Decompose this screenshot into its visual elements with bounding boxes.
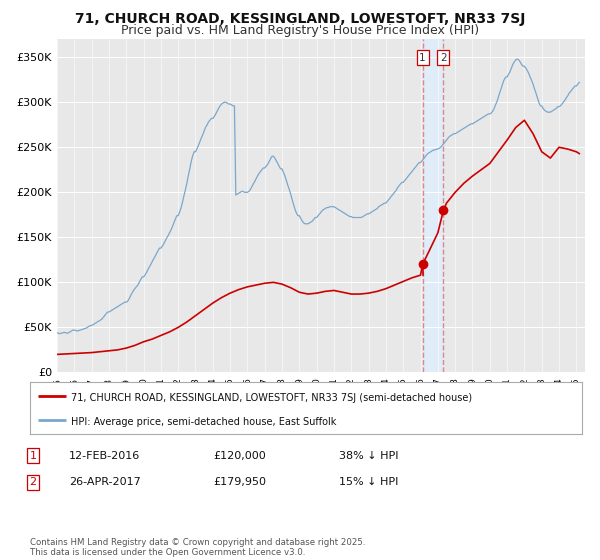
Text: 38% ↓ HPI: 38% ↓ HPI [339, 451, 398, 461]
Text: 1: 1 [419, 53, 426, 63]
Text: £120,000: £120,000 [213, 451, 266, 461]
Text: 2: 2 [440, 53, 447, 63]
Text: 26-APR-2017: 26-APR-2017 [69, 477, 141, 487]
Text: 2: 2 [29, 477, 37, 487]
Text: Contains HM Land Registry data © Crown copyright and database right 2025.
This d: Contains HM Land Registry data © Crown c… [30, 538, 365, 557]
Text: 71, CHURCH ROAD, KESSINGLAND, LOWESTOFT, NR33 7SJ: 71, CHURCH ROAD, KESSINGLAND, LOWESTOFT,… [75, 12, 525, 26]
Text: Price paid vs. HM Land Registry's House Price Index (HPI): Price paid vs. HM Land Registry's House … [121, 24, 479, 37]
Bar [422, 39, 443, 372]
Text: 1: 1 [29, 451, 37, 461]
Text: 15% ↓ HPI: 15% ↓ HPI [339, 477, 398, 487]
Text: £179,950: £179,950 [213, 477, 266, 487]
Text: 12-FEB-2016: 12-FEB-2016 [69, 451, 140, 461]
Text: HPI: Average price, semi-detached house, East Suffolk: HPI: Average price, semi-detached house,… [71, 417, 337, 427]
Text: 71, CHURCH ROAD, KESSINGLAND, LOWESTOFT, NR33 7SJ (semi-detached house): 71, CHURCH ROAD, KESSINGLAND, LOWESTOFT,… [71, 393, 473, 403]
